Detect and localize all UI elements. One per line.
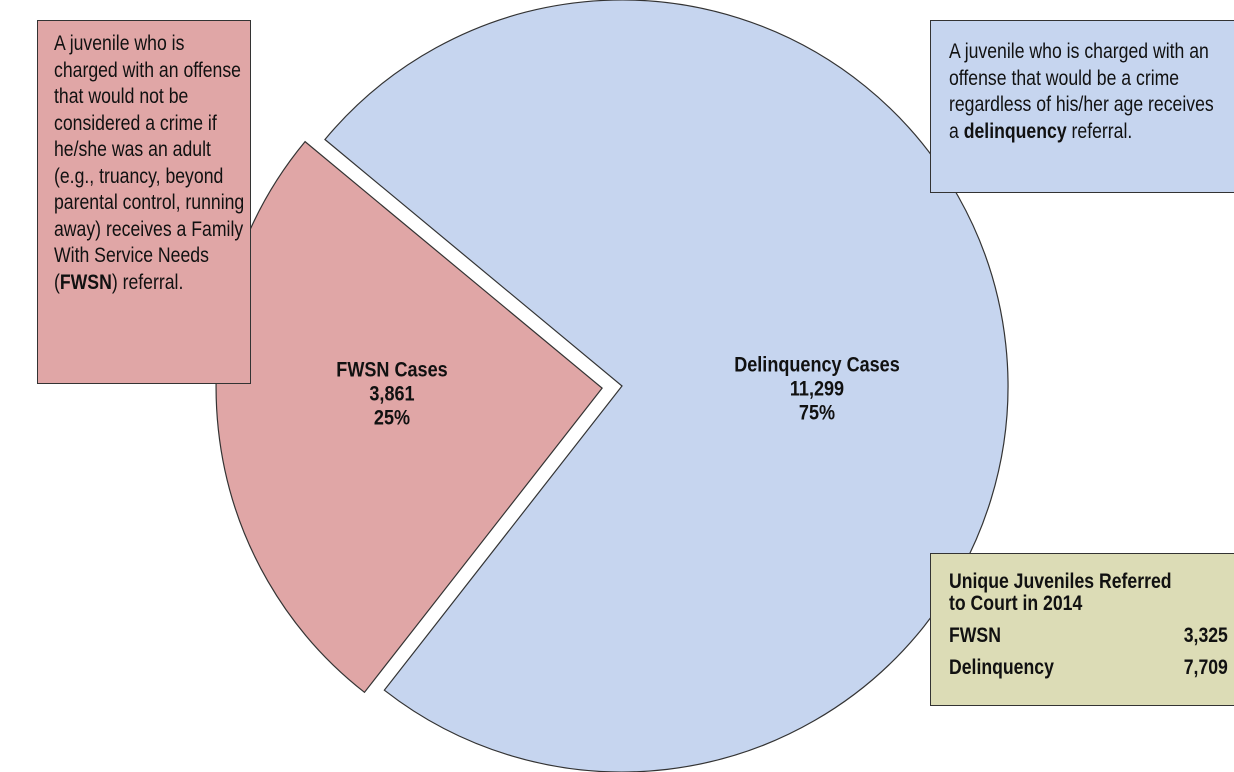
table-row: FWSN 3,325: [949, 625, 1228, 647]
table-title: Unique Juveniles Referred to Court in 20…: [949, 570, 1172, 615]
table-cell: 7,709: [1183, 656, 1228, 679]
slice-label: FWSN Cases: [336, 358, 447, 382]
table-cell: Delinquency: [949, 656, 1054, 679]
note-text: A juvenile who is charged with an offens…: [54, 32, 245, 294]
slice-label: Delinquency Cases: [734, 353, 900, 377]
table-row: Delinquency 7,709: [949, 657, 1228, 679]
note-text: ) referral.: [111, 270, 184, 294]
delinquency-note: A juvenile who is charged with an offens…: [930, 20, 1234, 193]
summary-table: Unique Juveniles Referred to Court in 20…: [930, 553, 1234, 706]
pie-slice: [215, 140, 603, 694]
value-label: 3,861: [369, 382, 414, 406]
note-text: referral.: [1066, 119, 1133, 143]
value-label: 11,299: [790, 377, 844, 401]
percent-label: 75%: [799, 401, 835, 425]
note-text: delinquency: [963, 119, 1067, 143]
table-cell: 3,325: [1183, 624, 1228, 647]
percent-label: 25%: [374, 406, 410, 430]
pie-slice: [324, 0, 1009, 772]
fwsn-note: A juvenile who is charged with an offens…: [37, 20, 251, 384]
note-text: A juvenile who is charged with an offens…: [949, 40, 1214, 143]
table-cell: FWSN: [949, 624, 1001, 647]
note-text: FWSN: [59, 270, 112, 294]
